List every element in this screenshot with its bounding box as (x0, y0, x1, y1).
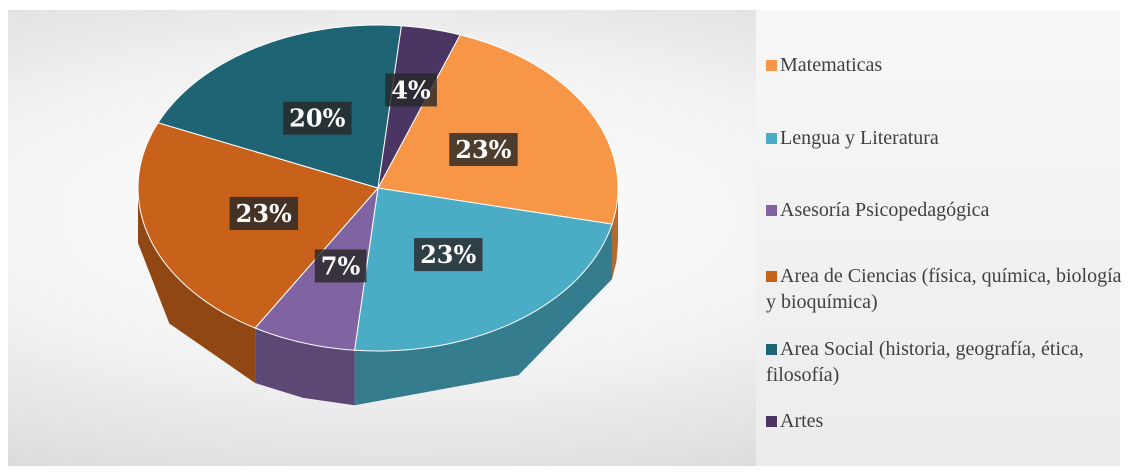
pie-side (255, 328, 355, 406)
pie-slice (157, 24, 402, 189)
legend-swatch (766, 271, 777, 282)
data-label-box (449, 132, 518, 166)
data-label-box (229, 196, 299, 230)
legend-item: Lengua y Literatura (766, 125, 1126, 151)
pie-slice (377, 25, 461, 189)
legend-item: Area de Ciencias (física, química, biolo… (766, 263, 1126, 315)
data-label-box (414, 238, 483, 272)
legend-label: Matematicas (780, 54, 883, 76)
pie-side (138, 188, 256, 384)
data-label: 7% (321, 251, 361, 280)
pie-side (612, 188, 618, 280)
legend-swatch (766, 133, 777, 144)
data-label: 23% (455, 135, 511, 164)
legend-swatch (766, 205, 777, 216)
legend-item: Area Social (historia, geografía, ética,… (766, 336, 1126, 388)
pie-side (354, 224, 613, 406)
legend-item: Artes (766, 408, 1126, 434)
legend-item: Asesoría Psicopedagógica (766, 197, 1126, 223)
legend-swatch (766, 60, 777, 71)
chart: 23% 23% 7% 23% 20% 4% Matematicas Lengua y Lit… (8, 10, 1122, 466)
legend-swatch (766, 344, 777, 355)
data-label-box (283, 101, 352, 135)
legend-label: Area de Ciencias (física, química, biolo… (766, 265, 1122, 313)
legend-item: Matematicas (766, 52, 1126, 78)
legend-swatch (766, 416, 777, 427)
pie-area: 23% 23% 7% 23% 20% 4% (137, 24, 619, 406)
data-label-box (314, 249, 367, 283)
legend-label: Artes (780, 410, 824, 432)
pie-slice (377, 34, 619, 225)
legend-label: Asesoría Psicopedagógica (780, 199, 990, 221)
legend-label: Area Social (historia, geografía, ética,… (766, 338, 1084, 386)
legend: Matematicas Lengua y Literatura Asesoría P… (756, 10, 1122, 466)
data-label-box (385, 73, 437, 107)
data-label: 23% (236, 199, 292, 228)
pie-slice (354, 187, 613, 352)
data-label: 23% (420, 240, 476, 269)
legend-label: Lengua y Literatura (780, 127, 939, 149)
data-label: 4% (391, 75, 431, 104)
data-label: 20% (289, 104, 345, 133)
